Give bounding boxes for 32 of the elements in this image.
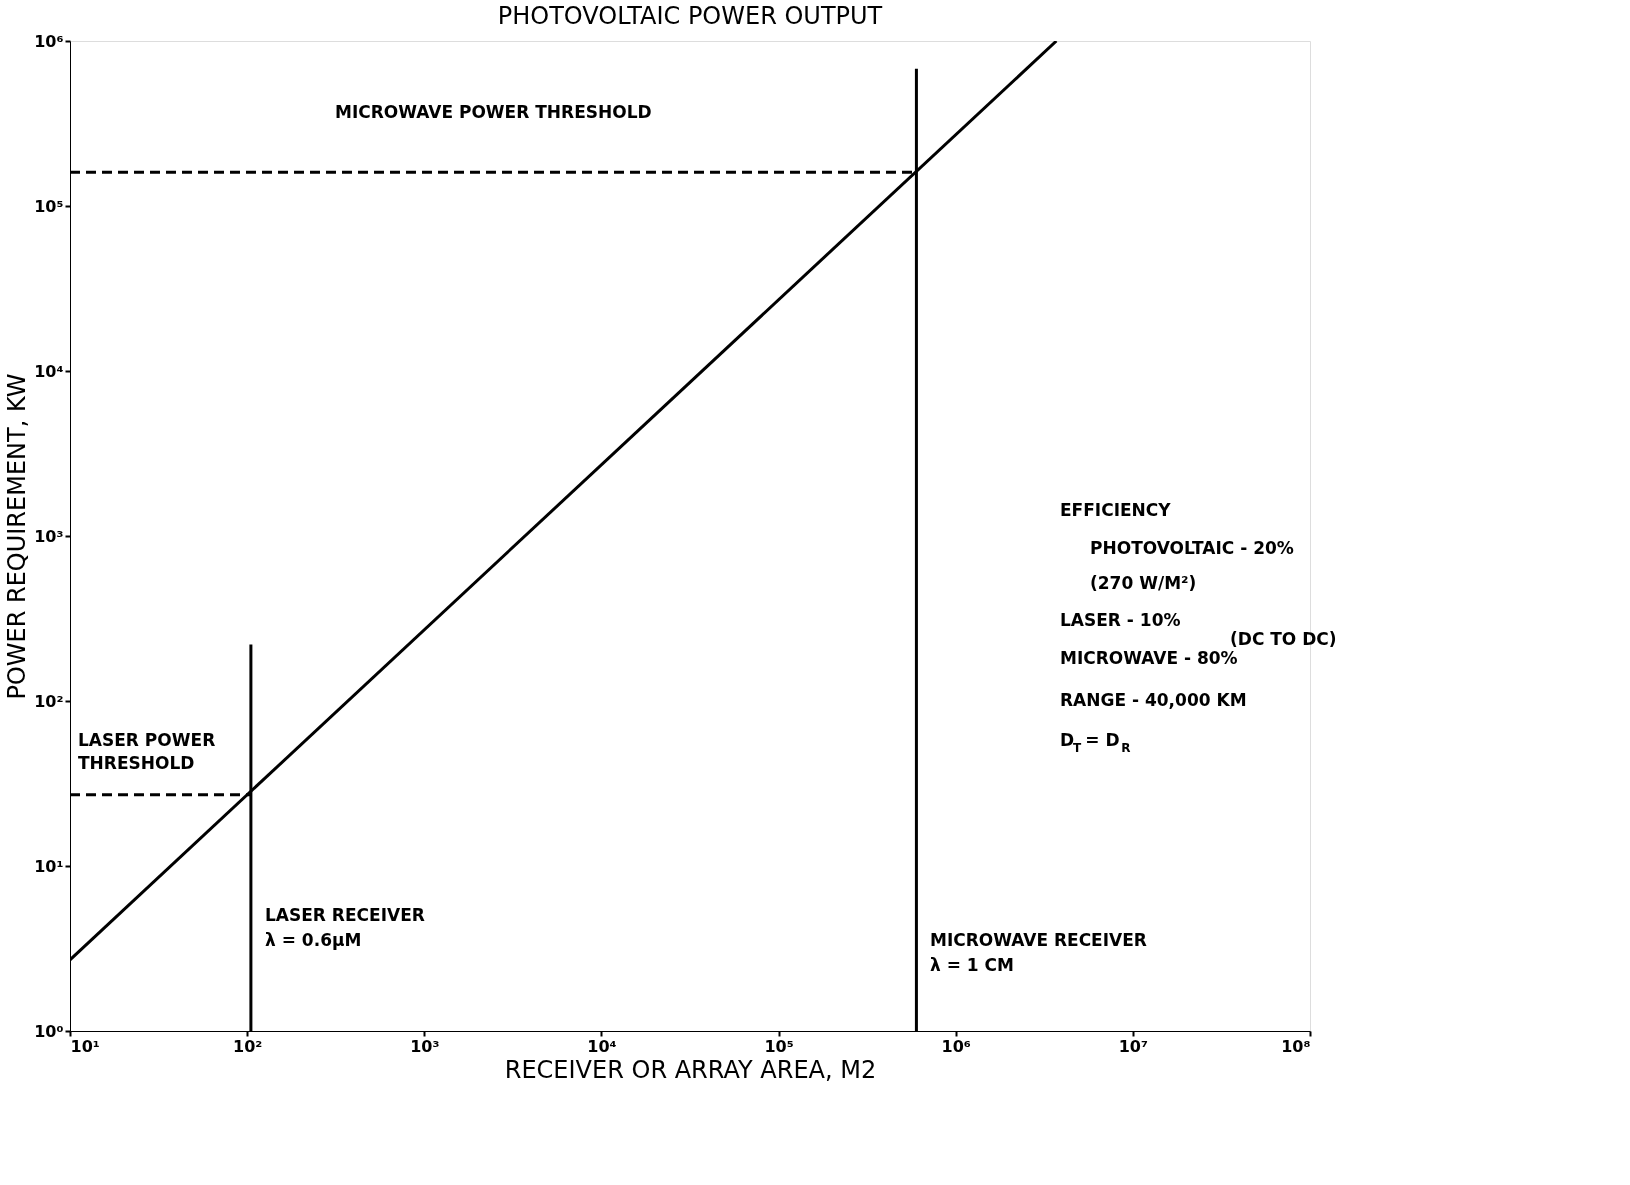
annotation: MICROWAVE RECEIVER (930, 930, 1147, 950)
annotation: THRESHOLD (78, 753, 195, 773)
y-tick-label: 10⁶ (34, 31, 64, 51)
y-tick-label: 10⁴ (34, 361, 64, 381)
x-tick-label: 10¹ (70, 1036, 100, 1056)
y-axis-title: POWER REQUIREMENT, KW (3, 373, 32, 700)
x-tick-label: 10² (233, 1036, 263, 1056)
y-tick-label: 10³ (34, 526, 64, 546)
annotation: λ = 0.6μM (265, 930, 362, 950)
y-tick-label: 10¹ (34, 856, 64, 876)
x-tick-label: 10⁶ (941, 1036, 971, 1056)
x-tick-label: 10⁵ (764, 1036, 794, 1056)
x-tick-label: 10³ (410, 1036, 440, 1056)
annotation: EFFICIENCY (1060, 500, 1172, 520)
x-axis-title: RECEIVER OR ARRAY AREA, M2 (504, 1055, 877, 1084)
annotation: MICROWAVE POWER THRESHOLD (335, 102, 652, 122)
annotation: RANGE - 40,000 KM (1060, 690, 1247, 710)
annotation: λ = 1 CM (930, 955, 1014, 975)
annotation: LASER POWER (78, 730, 216, 750)
annotation: (270 W/M²) (1090, 573, 1197, 593)
annotation: LASER RECEIVER (265, 905, 425, 925)
chart-title: PHOTOVOLTAIC POWER OUTPUT (497, 2, 883, 30)
annotation: MICROWAVE - 80% (1060, 648, 1238, 668)
y-tick-label: 10² (34, 691, 64, 711)
annotation: (DC TO DC) (1230, 629, 1337, 649)
x-tick-label: 10⁸ (1281, 1036, 1311, 1056)
x-tick-label: 10⁴ (587, 1036, 617, 1056)
y-tick-label: 10⁵ (34, 196, 64, 216)
annotation: LASER - 10% (1060, 610, 1181, 630)
y-tick-label: 10⁰ (34, 1021, 64, 1041)
x-tick-label: 10⁷ (1118, 1036, 1148, 1056)
annotation: PHOTOVOLTAIC - 20% (1090, 538, 1294, 558)
